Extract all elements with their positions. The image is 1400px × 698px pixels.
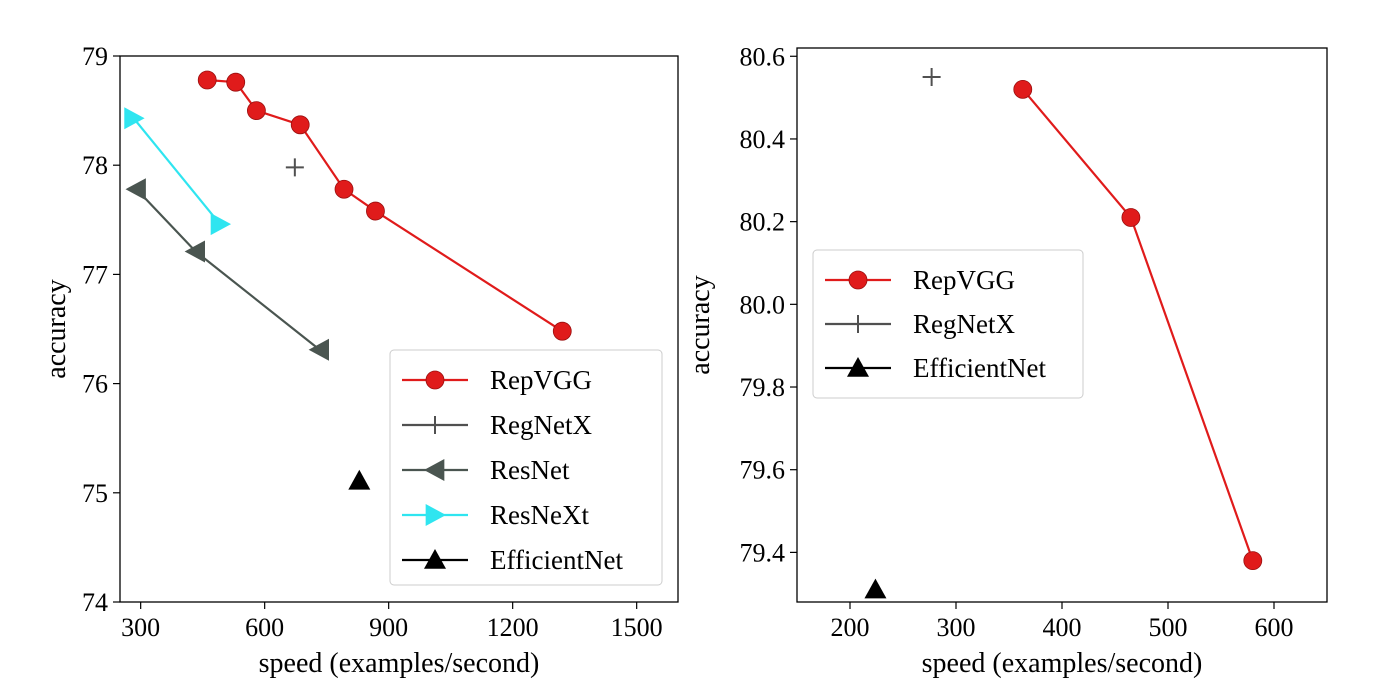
data-point	[290, 115, 310, 135]
data-point	[1243, 551, 1263, 571]
y-tick-label: 76	[82, 370, 108, 399]
data-point	[308, 338, 329, 361]
legend-label: EfficientNet	[913, 353, 1046, 383]
legend: RepVGG RegNetX ResNet ResNeXt EfficientNet	[389, 349, 663, 586]
y-tick-label: 75	[82, 479, 108, 508]
legend-marker	[424, 549, 446, 569]
legend-box	[812, 249, 1084, 399]
legend-label: RegNetX	[913, 309, 1015, 339]
chart-1: 300 600 900 1200 1500 74 75 76 77 78 79 speed (exam…	[41, 42, 679, 679]
data-point	[864, 578, 887, 599]
y-tick-label: 77	[82, 260, 108, 289]
data-point	[124, 107, 145, 130]
series-efficientnet	[864, 578, 887, 599]
legend-marker	[425, 370, 445, 390]
series-repvgg	[1013, 79, 1263, 571]
y-tick-label: 78	[82, 151, 108, 180]
y-tick-label: 79	[82, 42, 108, 71]
series-repvgg	[197, 70, 572, 341]
x-tick-label: 600	[1255, 613, 1294, 642]
data-point	[922, 67, 941, 86]
legend-marker	[425, 504, 446, 526]
x-tick-label: 300	[937, 613, 976, 642]
legend-label: ResNeXt	[490, 500, 589, 530]
series-efficientnet	[348, 469, 371, 490]
y-tick-label: 80.0	[740, 290, 786, 319]
plot-frame	[119, 55, 679, 603]
x-axis-label: speed (examples/second)	[922, 648, 1203, 679]
x-tick-label: 1500	[611, 613, 663, 642]
legend: RepVGG RegNetX EfficientNet	[812, 249, 1084, 399]
x-tick-label: 400	[1043, 613, 1082, 642]
x-tick-label: 500	[1149, 613, 1188, 642]
y-axis-label: accuracy	[685, 275, 716, 374]
legend-marker	[426, 416, 444, 434]
x-tick-label: 600	[245, 613, 284, 642]
data-point	[197, 70, 217, 90]
data-point	[334, 179, 354, 199]
data-point	[285, 158, 304, 177]
x-tick-label: 200	[831, 613, 870, 642]
y-axis-label: accuracy	[41, 279, 72, 378]
legend-marker	[849, 315, 867, 333]
data-point	[1013, 79, 1033, 99]
data-point	[366, 201, 385, 221]
chart-2: 200 300 400 500 600 79.4 79.6 79.8 80.0 80.2 80.4 8…	[685, 42, 1328, 679]
x-axis-label: speed (examples/second)	[259, 648, 540, 679]
legend-marker	[847, 357, 869, 377]
data-point	[552, 321, 572, 341]
y-tick-label: 80.4	[740, 125, 786, 154]
data-point	[246, 101, 266, 120]
series-regnetx	[922, 67, 941, 86]
y-tick-label: 80.6	[740, 42, 786, 71]
data-point	[210, 213, 232, 236]
series-resnext	[124, 107, 232, 236]
y-tick-label: 79.4	[740, 538, 786, 567]
data-point	[125, 178, 146, 201]
legend-label: ResNet	[490, 455, 570, 485]
series-line	[132, 117, 221, 225]
legend-marker	[848, 270, 868, 290]
y-tick-label: 80.2	[740, 208, 786, 237]
series-line	[135, 188, 321, 351]
legend-label: RepVGG	[913, 265, 1015, 295]
x-tick-label: 1200	[487, 613, 539, 642]
legend-box	[389, 349, 663, 586]
x-tick-label: 300	[121, 613, 160, 642]
x-tick-label: 900	[369, 613, 408, 642]
y-tick-label: 79.8	[740, 373, 786, 402]
legend-label: RegNetX	[490, 410, 592, 440]
data-point	[184, 240, 205, 263]
legend-label: EfficientNet	[490, 545, 623, 575]
data-point	[348, 469, 371, 490]
y-tick-label: 74	[82, 588, 108, 617]
legend-marker	[424, 459, 445, 481]
data-point	[226, 72, 246, 92]
series-regnetx	[285, 158, 304, 177]
legend-label: RepVGG	[490, 365, 592, 395]
series-resnet	[125, 178, 329, 361]
data-point	[1121, 208, 1141, 227]
y-tick-label: 79.6	[740, 456, 786, 485]
